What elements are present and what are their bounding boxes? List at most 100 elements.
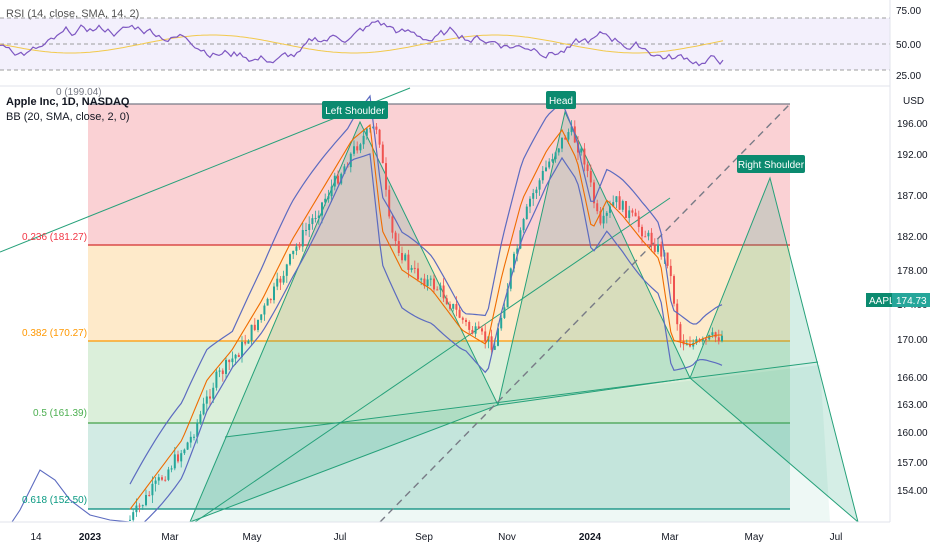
time-tick-label: 2023 <box>79 532 102 543</box>
right-shoulder-label: Right Shoulder <box>738 160 805 171</box>
candle-body <box>557 148 560 153</box>
candle-body <box>148 494 151 496</box>
candle-body <box>583 148 586 165</box>
candle-body <box>199 414 202 423</box>
candle-body <box>273 286 275 301</box>
candle-body <box>567 132 570 140</box>
candle-body <box>641 226 643 237</box>
candle-body <box>189 436 192 443</box>
candle-body <box>231 358 234 363</box>
candle-body <box>289 254 291 265</box>
candle-body <box>378 129 381 145</box>
candle-body <box>298 246 301 248</box>
candle-body <box>436 289 439 291</box>
candle-body <box>429 278 432 280</box>
candle-body <box>445 298 448 305</box>
candle-body <box>145 494 147 506</box>
candle-body <box>631 210 634 213</box>
candle-body <box>660 244 663 257</box>
candle-body <box>292 250 295 255</box>
candle-body <box>465 319 467 322</box>
candle-body <box>276 278 279 287</box>
candle-body <box>225 359 227 374</box>
time-tick-label: Mar <box>161 532 179 543</box>
candle-body <box>423 278 426 287</box>
candle-body <box>433 278 435 290</box>
fib-zone-0.382-0.5 <box>88 341 790 423</box>
candle-body <box>253 324 256 330</box>
candle-body <box>404 254 407 261</box>
candle-body <box>164 479 167 481</box>
candle-body <box>260 314 263 320</box>
candle-body <box>615 196 618 203</box>
dashed-trend-line <box>379 103 791 523</box>
candle-body <box>666 252 669 266</box>
candle-body <box>173 454 176 469</box>
candle-body <box>676 303 679 325</box>
price-tick-label: 182.00 <box>897 232 928 243</box>
candle-body <box>481 328 483 332</box>
candle-body <box>215 371 218 388</box>
candle-body <box>212 387 215 399</box>
candle-body <box>266 298 269 306</box>
time-tick-label: Nov <box>498 532 516 543</box>
candle-body <box>343 166 346 174</box>
candle-body <box>285 264 288 276</box>
candle-body <box>599 211 602 224</box>
price-axis[interactable]: 75.00 50.00 25.00 196.00 192.00 187.00 182.… <box>866 0 932 550</box>
candle-body <box>503 307 506 318</box>
candles-layer <box>129 120 723 524</box>
candle-body <box>138 505 141 507</box>
candle-body <box>628 210 631 218</box>
candle-body <box>442 285 445 299</box>
candle-body <box>305 229 307 231</box>
candle-body <box>311 218 314 225</box>
candle-body <box>209 396 211 399</box>
candle-body <box>657 244 659 252</box>
candle-body <box>257 319 259 330</box>
fib-labels: 0 (199.04) 0.236 (181.27) 0.382 (170.27)… <box>22 87 102 506</box>
candle-body <box>650 232 653 246</box>
candle-body <box>602 215 605 224</box>
candle-body <box>317 215 320 219</box>
candle-body <box>705 338 707 340</box>
candle-body <box>196 422 199 437</box>
rsi-ma-line <box>0 34 724 54</box>
candle-body <box>717 337 720 342</box>
candle-body <box>157 477 160 481</box>
rsi-level-25: 25.00 <box>896 71 921 82</box>
candle-body <box>484 331 487 342</box>
candle-body <box>609 206 611 213</box>
candle-body <box>327 196 330 199</box>
candle-body <box>529 198 531 207</box>
candle-body <box>241 341 243 357</box>
candle-body <box>129 519 131 521</box>
price-tick-label: 166.00 <box>897 373 928 384</box>
candle-body <box>365 128 368 136</box>
candle-body <box>551 159 554 162</box>
candle-body <box>721 335 723 342</box>
fib-label-0: 0 (199.04) <box>56 87 102 98</box>
candle-body <box>455 304 458 310</box>
candle-body <box>237 354 240 357</box>
candle-body <box>135 505 138 513</box>
candle-body <box>586 164 589 171</box>
ticker-label: AAPL <box>869 296 895 307</box>
candle-body <box>471 329 474 334</box>
candle-body <box>141 505 144 507</box>
fib-label-0.382: 0.382 (170.27) <box>22 328 87 339</box>
candle-body <box>548 161 551 168</box>
candle-body <box>362 135 365 145</box>
candle-body <box>161 477 163 480</box>
candle-body <box>407 254 410 270</box>
left-shoulder-badge <box>322 101 388 119</box>
candle-body <box>218 370 221 372</box>
candle-body <box>711 332 714 336</box>
candle-body <box>621 201 624 210</box>
candle-body <box>202 403 205 415</box>
left-shoulder-triangle <box>189 120 499 523</box>
time-axis[interactable]: 14 2023 Mar May Jul Sep Nov 2024 Mar May Jul <box>0 521 890 550</box>
candle-body <box>426 279 429 287</box>
candle-body <box>397 241 400 254</box>
